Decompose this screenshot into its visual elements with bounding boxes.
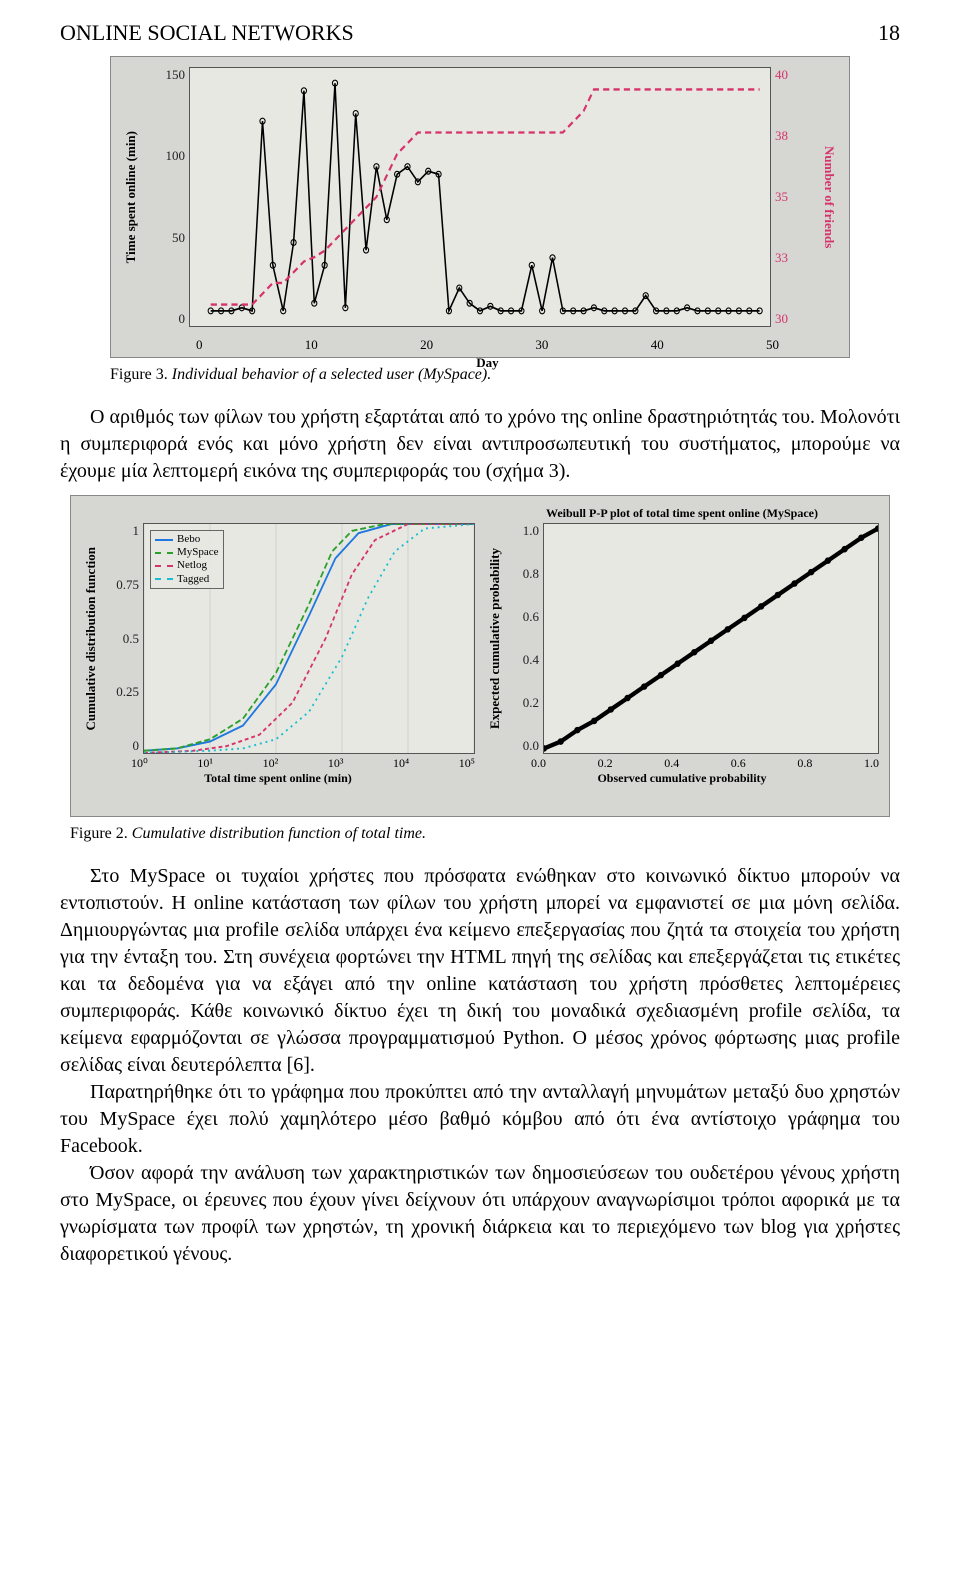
fig3-yright-label: Number of friends xyxy=(819,146,839,248)
fig2-left-yticks: 1 0.75 0.5 0.25 0 xyxy=(101,523,143,754)
fig2-right-ylabel: Expected cumulative probability xyxy=(485,548,505,729)
running-title: ONLINE SOCIAL NETWORKS xyxy=(60,20,354,46)
fig2-right-title: Weibull P-P plot of total time spent onl… xyxy=(485,506,879,521)
fig2-right-xticks: 0.0 0.2 0.4 0.6 0.8 1.0 xyxy=(485,754,879,771)
page-number: 18 xyxy=(878,20,900,46)
fig2-left-xlabel: Total time spent online (min) xyxy=(81,771,475,786)
paragraph-1: Ο αριθμός των φίλων του χρήστη εξαρτάται… xyxy=(60,404,900,485)
fig3-yleft-label: Time spent online (min) xyxy=(121,131,141,263)
fig3-xaxis: 0 10 20 30 40 50 Day xyxy=(196,337,779,353)
paragraph-4: Όσον αφορά την ανάλυση των χαρακτηριστικ… xyxy=(60,1160,900,1268)
figure-3: Time spent online (min) 150 100 50 0 40 … xyxy=(110,56,850,384)
fig2-left-plot: BeboMySpaceNetlogTagged xyxy=(143,523,475,754)
paragraph-2: Στο MySpace οι τυχαίοι χρήστες που πρόσφ… xyxy=(60,863,900,1079)
paragraph-3: Παρατηρήθηκε ότι το γράφημα που προκύπτε… xyxy=(60,1079,900,1160)
fig2-left-xticks: 10⁰ 10¹ 10² 10³ 10⁴ 10⁵ xyxy=(81,754,475,771)
fig2-right-yticks: 1.0 0.8 0.6 0.4 0.2 0.0 xyxy=(505,523,543,754)
fig3-yright-ticks: 40 38 35 33 30 xyxy=(771,67,819,327)
fig3-plot-area xyxy=(189,67,771,327)
fig2-right-plot xyxy=(543,523,879,754)
fig3-yleft-ticks: 150 100 50 0 xyxy=(141,67,189,327)
fig2-left-ylabel: Cumulative distribution function xyxy=(81,547,101,730)
fig2-legend: BeboMySpaceNetlogTagged xyxy=(150,530,224,589)
figure-2-caption: Figure 2. Cumulative distribution functi… xyxy=(70,825,890,843)
figure-2: Cumulative distribution function 1 0.75 … xyxy=(70,495,890,843)
fig2-right-xlabel: Observed cumulative probability xyxy=(485,771,879,786)
fig3-xlabel: Day xyxy=(196,355,779,371)
